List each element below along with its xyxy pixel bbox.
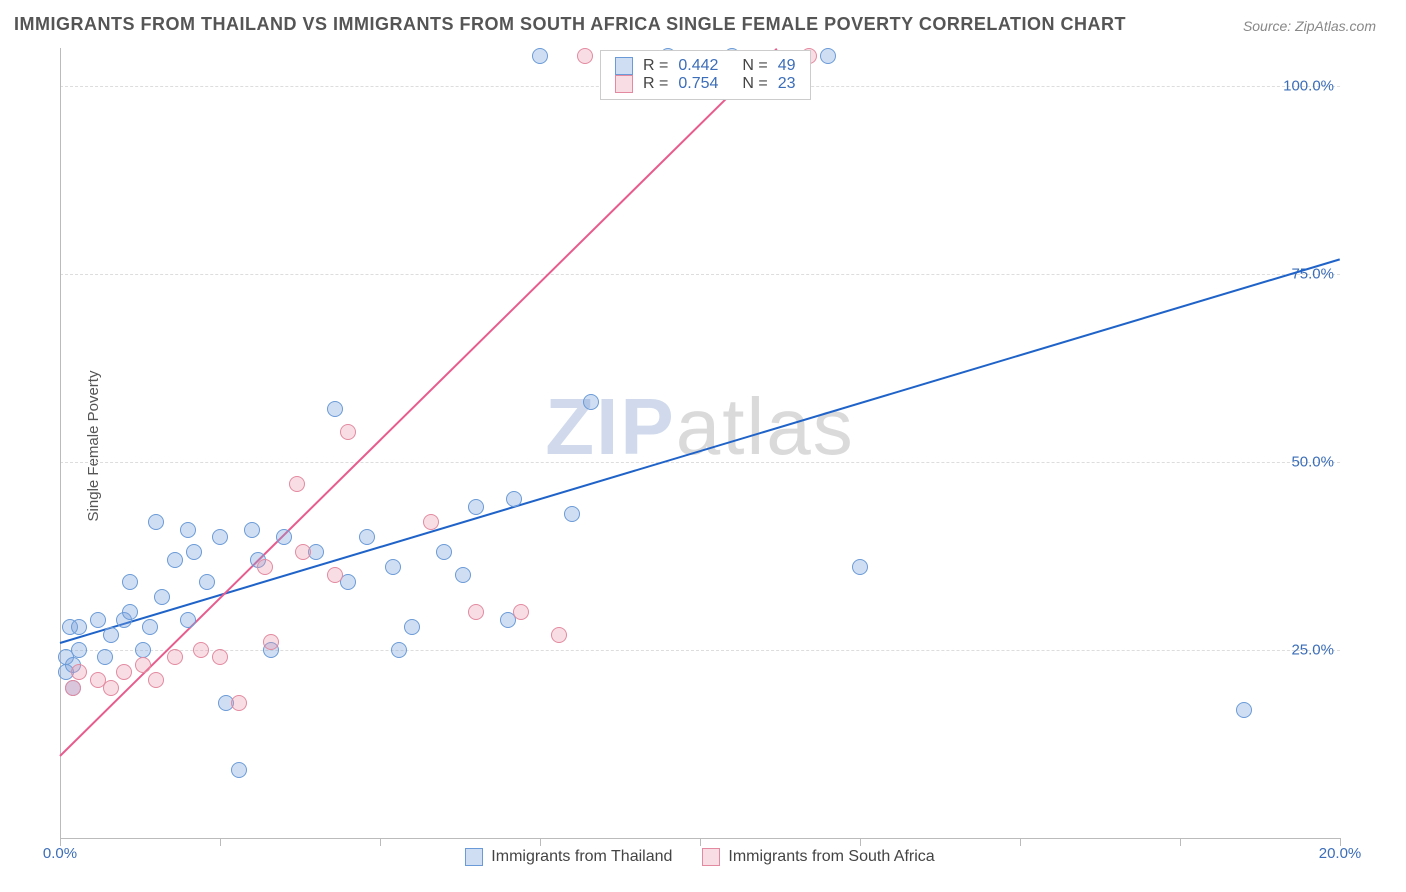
r-value: 0.754 — [678, 75, 718, 93]
data-point-a — [820, 48, 836, 64]
data-point-a — [199, 574, 215, 590]
data-point-a — [154, 589, 170, 605]
gridline-h — [60, 462, 1340, 463]
chart-container: IMMIGRANTS FROM THAILAND VS IMMIGRANTS F… — [0, 0, 1406, 892]
data-point-a — [583, 394, 599, 410]
data-point-a — [276, 529, 292, 545]
data-point-a — [359, 529, 375, 545]
n-value: 23 — [778, 75, 796, 93]
data-point-b — [193, 642, 209, 658]
data-point-b — [551, 627, 567, 643]
legend-label: Immigrants from South Africa — [728, 848, 934, 866]
data-point-a — [231, 762, 247, 778]
data-point-b — [340, 424, 356, 440]
r-value: 0.442 — [678, 57, 718, 75]
data-point-b — [577, 48, 593, 64]
data-point-b — [295, 544, 311, 560]
data-point-b — [212, 649, 228, 665]
data-point-b — [116, 664, 132, 680]
legend-item: Immigrants from Thailand — [465, 848, 672, 866]
data-point-a — [404, 619, 420, 635]
data-point-a — [212, 529, 228, 545]
plot-area: ZIPatlas 25.0%50.0%75.0%100.0%0.0%20.0%R… — [60, 48, 1340, 838]
x-tick — [700, 838, 701, 846]
n-label: N = — [742, 57, 767, 75]
y-tick-label: 50.0% — [1291, 453, 1334, 470]
legend-series: Immigrants from Thailand Immigrants from … — [60, 848, 1340, 866]
x-tick — [540, 838, 541, 846]
legend-item: Immigrants from South Africa — [702, 848, 934, 866]
data-point-a — [148, 514, 164, 530]
data-point-a — [186, 544, 202, 560]
gridline-h — [60, 650, 1340, 651]
data-point-b — [148, 672, 164, 688]
x-tick — [860, 838, 861, 846]
data-point-a — [142, 619, 158, 635]
watermark-suffix: atlas — [676, 382, 855, 471]
data-point-a — [71, 642, 87, 658]
data-point-b — [71, 664, 87, 680]
r-label: R = — [643, 57, 668, 75]
data-point-a — [103, 627, 119, 643]
data-point-a — [327, 401, 343, 417]
data-point-a — [1236, 702, 1252, 718]
legend-stat-row: R = 0.754 N = 23 — [615, 75, 796, 93]
data-point-a — [244, 522, 260, 538]
y-tick-label: 100.0% — [1283, 77, 1334, 94]
data-point-a — [385, 559, 401, 575]
y-axis — [60, 48, 61, 838]
data-point-a — [506, 491, 522, 507]
data-point-b — [263, 634, 279, 650]
data-point-b — [231, 695, 247, 711]
data-point-a — [532, 48, 548, 64]
data-point-b — [167, 649, 183, 665]
x-tick — [1180, 838, 1181, 846]
data-point-a — [455, 567, 471, 583]
data-point-a — [135, 642, 151, 658]
data-point-a — [122, 574, 138, 590]
data-point-b — [65, 680, 81, 696]
legend-stats: R = 0.442 N = 49 R = 0.754 N = 23 — [600, 50, 811, 100]
x-tick — [380, 838, 381, 846]
data-point-b — [327, 567, 343, 583]
n-value: 49 — [778, 57, 796, 75]
gridline-h — [60, 274, 1340, 275]
legend-swatch — [615, 57, 633, 75]
watermark-prefix: ZIP — [545, 382, 675, 471]
trend-line-a — [60, 259, 1341, 645]
data-point-a — [180, 522, 196, 538]
data-point-b — [423, 514, 439, 530]
n-label: N = — [742, 75, 767, 93]
data-point-b — [257, 559, 273, 575]
x-tick — [1020, 838, 1021, 846]
data-point-b — [468, 604, 484, 620]
source-label: Source: ZipAtlas.com — [1243, 18, 1376, 34]
data-point-a — [436, 544, 452, 560]
data-point-a — [564, 506, 580, 522]
data-point-a — [852, 559, 868, 575]
legend-label: Immigrants from Thailand — [491, 848, 672, 866]
data-point-b — [103, 680, 119, 696]
data-point-b — [513, 604, 529, 620]
data-point-a — [97, 649, 113, 665]
legend-stat-row: R = 0.442 N = 49 — [615, 57, 796, 75]
x-tick — [220, 838, 221, 846]
chart-title: IMMIGRANTS FROM THAILAND VS IMMIGRANTS F… — [14, 14, 1126, 35]
data-point-b — [289, 476, 305, 492]
legend-swatch — [702, 848, 720, 866]
legend-swatch — [615, 75, 633, 93]
y-tick-label: 25.0% — [1291, 641, 1334, 658]
data-point-a — [122, 604, 138, 620]
data-point-a — [90, 612, 106, 628]
data-point-b — [135, 657, 151, 673]
data-point-a — [468, 499, 484, 515]
r-label: R = — [643, 75, 668, 93]
data-point-a — [167, 552, 183, 568]
legend-swatch — [465, 848, 483, 866]
data-point-a — [180, 612, 196, 628]
data-point-a — [391, 642, 407, 658]
data-point-a — [71, 619, 87, 635]
